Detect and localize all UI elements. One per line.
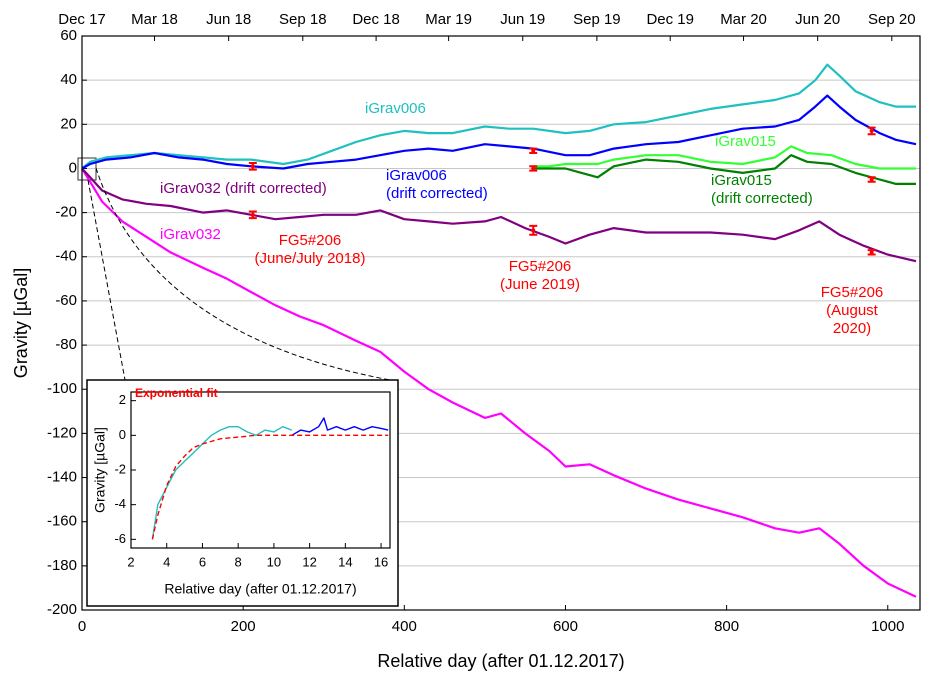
fg5-point xyxy=(250,212,255,217)
y-tick-label: -160 xyxy=(47,513,77,530)
x2-tick-label: Dec 19 xyxy=(646,11,694,28)
y-tick-label: -120 xyxy=(47,424,77,441)
y-tick-label: -40 xyxy=(55,248,77,265)
x2-tick-label: Dec 17 xyxy=(58,11,106,28)
x-axis-title: Relative day (after 01.12.2017) xyxy=(377,651,624,671)
x2-tick-label: Jun 18 xyxy=(206,11,251,28)
x2-tick-label: Mar 18 xyxy=(131,11,178,28)
y-tick-label: -140 xyxy=(47,469,77,486)
x-tick-label: 800 xyxy=(714,618,739,635)
x2-tick-label: Mar 20 xyxy=(720,11,767,28)
series-line xyxy=(81,63,916,170)
fg5-point xyxy=(869,250,874,255)
series-line xyxy=(81,167,917,598)
annotation: FG5#206 (June 2019) xyxy=(499,258,581,293)
x-tick-label: 2 xyxy=(127,554,134,569)
x2-tick-label: Mar 19 xyxy=(425,11,472,28)
x-tick-label: 14 xyxy=(338,554,352,569)
series-line xyxy=(291,417,389,436)
x-tick-label: 1000 xyxy=(871,618,904,635)
series-label: iGrav006 xyxy=(365,100,426,117)
x-tick-label: 12 xyxy=(302,554,316,569)
series-label: iGrav015 (drift corrected) xyxy=(711,172,813,207)
fg5-point xyxy=(869,177,874,182)
x2-tick-label: Jun 20 xyxy=(795,11,840,28)
y-tick-label: -100 xyxy=(47,380,77,397)
y-tick-label: 2 xyxy=(119,392,126,407)
y-tick-label: -2 xyxy=(114,461,126,476)
x-tick-label: 8 xyxy=(235,554,242,569)
plot-frame xyxy=(130,391,391,549)
x-tick-label: 200 xyxy=(231,618,256,635)
y-tick-label: -60 xyxy=(55,292,77,309)
annotation: FG5#206 (August 2020) xyxy=(820,284,884,337)
y-tick-label: 0 xyxy=(119,427,126,442)
x-tick-label: 400 xyxy=(392,618,417,635)
inset-title: Exponential fit xyxy=(135,386,218,400)
series-label: iGrav006 (drift corrected) xyxy=(386,167,488,202)
x2-tick-label: Sep 18 xyxy=(279,11,327,28)
x-tick-label: 0 xyxy=(78,618,86,635)
series-label: iGrav032 xyxy=(160,226,221,243)
series-label: iGrav032 (drift corrected) xyxy=(160,180,327,197)
y-axis-title: Gravity [µGal] xyxy=(92,427,108,513)
x-tick-label: 600 xyxy=(553,618,578,635)
fg5-point xyxy=(531,228,536,233)
y-tick-label: 20 xyxy=(60,115,77,132)
y-tick-label: -200 xyxy=(47,601,77,618)
y-tick-label: -6 xyxy=(114,531,126,546)
y-tick-label: 60 xyxy=(60,27,77,44)
plot-frame xyxy=(81,35,921,611)
series-line xyxy=(533,145,916,170)
zoom-connector xyxy=(95,167,391,381)
fg5-point xyxy=(250,164,255,169)
series-line xyxy=(151,434,389,540)
x-tick-label: 16 xyxy=(374,554,388,569)
inset-background xyxy=(86,379,399,607)
x2-tick-label: Jun 19 xyxy=(500,11,545,28)
x2-tick-label: Sep 19 xyxy=(573,11,621,28)
x-tick-label: 6 xyxy=(199,554,206,569)
y-tick-label: -4 xyxy=(114,496,126,511)
y-tick-label: 40 xyxy=(60,71,77,88)
series-line xyxy=(81,94,917,170)
x2-tick-label: Sep 20 xyxy=(868,11,916,28)
y-axis-title: Gravity [µGal] xyxy=(11,268,31,378)
x-tick-label: 10 xyxy=(267,554,281,569)
y-tick-label: -180 xyxy=(47,557,77,574)
fg5-point xyxy=(531,166,536,171)
zoom-connector xyxy=(87,179,126,381)
y-tick-label: -80 xyxy=(55,336,77,353)
y-tick-label: -20 xyxy=(55,204,77,221)
annotation: FG5#206 (June/July 2018) xyxy=(254,232,366,267)
series-line xyxy=(81,167,917,263)
inset-plot: -6 -4 -2 0 2 2 4 6 8 10 12 14 16 Relative day (after … xyxy=(86,379,399,607)
fg5-point xyxy=(869,128,874,133)
y-tick-label: 0 xyxy=(69,159,77,176)
series-line xyxy=(533,154,916,185)
x-tick-label: 4 xyxy=(163,554,170,569)
x2-tick-label: Dec 18 xyxy=(352,11,400,28)
x-axis-title: Relative day (after 01.12.2017) xyxy=(164,581,356,597)
fg5-point xyxy=(531,148,536,153)
series-label: iGrav015 xyxy=(715,133,776,150)
series-line xyxy=(151,426,293,540)
